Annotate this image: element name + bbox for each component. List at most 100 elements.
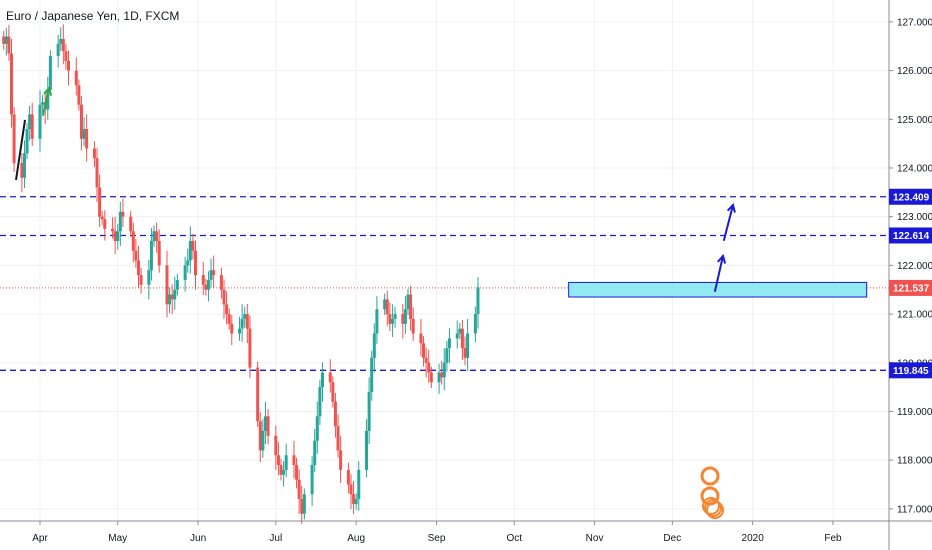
candle-body <box>375 309 379 334</box>
tradingview-logo-icon <box>700 466 724 519</box>
candle-body <box>147 270 151 285</box>
candle-body <box>28 114 32 130</box>
green-arrow-head <box>43 85 52 96</box>
candle-body <box>149 241 153 271</box>
candle-body <box>440 372 444 378</box>
candle-body <box>460 328 464 349</box>
y-tick-label: 122.000 <box>897 261 932 272</box>
candle-body <box>79 104 83 139</box>
x-tick-label: Aug <box>347 533 365 544</box>
candle-body <box>4 36 8 44</box>
candle-body <box>365 430 369 470</box>
candle-body <box>292 455 296 466</box>
x-tick-label: Dec <box>663 533 681 544</box>
candle-body <box>131 231 135 251</box>
candle-body <box>222 289 226 305</box>
candle-body <box>95 158 99 188</box>
candle-body <box>139 275 143 285</box>
price-label: 122.614 <box>893 231 930 242</box>
candle-body <box>22 153 26 178</box>
candle-body <box>315 416 319 441</box>
candle-body <box>183 265 187 280</box>
candle-body <box>201 275 205 285</box>
candle-body <box>266 416 270 436</box>
candle-body <box>136 260 140 276</box>
candle-body <box>385 299 389 315</box>
candle-body <box>411 318 415 334</box>
candles <box>2 24 480 524</box>
candle-body <box>67 60 71 71</box>
candle-body <box>248 328 252 368</box>
candle-body <box>82 129 86 139</box>
candle-body <box>240 318 244 329</box>
candle-body <box>313 440 317 466</box>
x-tick-label: Jun <box>190 533 206 544</box>
price-label: 123.409 <box>893 192 930 203</box>
x-tick-label: May <box>108 533 127 544</box>
candle-body <box>445 348 449 363</box>
y-tick-label: 124.000 <box>897 163 932 174</box>
candle-body <box>437 372 441 383</box>
candle-body <box>59 38 63 44</box>
candle-body <box>92 148 96 159</box>
candle-body <box>276 455 280 466</box>
candle-body <box>56 43 60 56</box>
x-tick-label: Oct <box>506 533 522 544</box>
candle-body <box>349 484 353 495</box>
candle-body <box>258 421 262 451</box>
candle-body <box>352 494 356 504</box>
x-tick-label: 2020 <box>742 533 765 544</box>
candle-body <box>116 231 120 242</box>
candle-body <box>118 211 122 232</box>
candle-body <box>429 372 433 383</box>
candle-body <box>129 216 133 232</box>
candle-body <box>409 294 413 319</box>
black-trend-stroke <box>15 119 26 181</box>
candle-body <box>175 279 179 290</box>
y-tick-label: 126.000 <box>897 66 932 77</box>
candle-body <box>157 241 161 266</box>
candle-body <box>297 479 301 500</box>
candle-body <box>41 102 45 105</box>
candle-body <box>165 265 169 305</box>
candle-body <box>466 333 470 358</box>
x-tick-label: Jul <box>269 533 282 544</box>
blue-arrow-upper <box>723 204 734 241</box>
x-tick-label: Nov <box>586 533 604 544</box>
candle-body <box>393 314 397 319</box>
candle-body <box>193 250 197 276</box>
price-label-box <box>889 188 932 205</box>
last-price-label: 121.537 <box>893 283 930 294</box>
candle-body <box>173 289 177 300</box>
candle-body <box>372 333 376 358</box>
candle-body <box>447 338 451 349</box>
candle-body <box>403 309 407 324</box>
green-arrow <box>42 87 50 116</box>
candle-body <box>219 275 223 290</box>
candle-body <box>12 114 16 164</box>
candle-body <box>204 284 208 290</box>
candle-body <box>227 314 231 324</box>
y-tick-label: 118.000 <box>897 456 932 467</box>
candle-body <box>61 38 65 52</box>
candle-body <box>302 494 306 514</box>
candle-body <box>422 343 426 358</box>
candle-body <box>476 287 480 315</box>
x-tick-label: Apr <box>32 533 48 544</box>
candle-body <box>388 314 392 324</box>
candle-body <box>419 333 423 344</box>
candle-body <box>170 294 174 300</box>
candle-body <box>390 318 394 324</box>
candle-body <box>152 231 156 242</box>
candle-body <box>333 401 337 427</box>
candle-body <box>318 387 322 417</box>
candle-body <box>331 382 335 402</box>
candle-body <box>320 372 324 388</box>
candle-body <box>245 314 249 329</box>
candle-body <box>85 129 89 149</box>
blue-arrow-upper-head <box>727 202 736 213</box>
y-tick-label: 117.000 <box>897 504 932 515</box>
y-tick-label: 125.000 <box>897 115 932 126</box>
